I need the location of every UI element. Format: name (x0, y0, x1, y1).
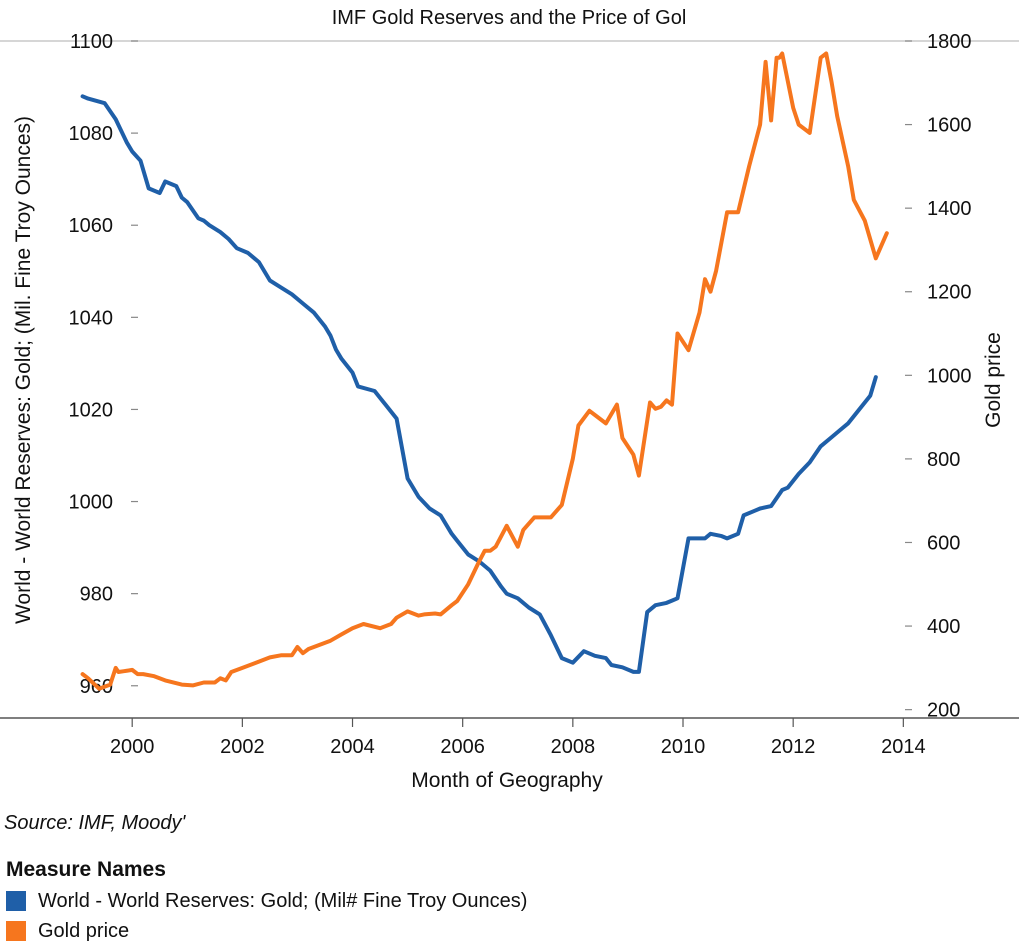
y-right-tick-label: 1600 (927, 115, 972, 137)
legend-item-gold-price[interactable]: Gold price (6, 916, 527, 946)
x-tick-label: 2014 (881, 736, 926, 758)
y-left-tick-label: 1060 (69, 215, 114, 237)
x-tick-label: 2008 (551, 736, 596, 758)
y-right-tick-label: 200 (927, 700, 960, 722)
y-right-tick-label: 800 (927, 449, 960, 471)
x-tick-label: 2010 (661, 736, 706, 758)
y-left-tick-label: 980 (80, 584, 113, 606)
x-tick-label: 2006 (440, 736, 485, 758)
x-tick-label: 2004 (330, 736, 375, 758)
series-line-gold-reserves (80, 94, 878, 674)
chart-title: IMF Gold Reserves and the Price of Gol (332, 7, 687, 29)
y-right-axis-title: Gold price (982, 332, 1005, 428)
x-tick-label: 2002 (220, 736, 265, 758)
legend: Measure Names World - World Reserves: Go… (6, 858, 527, 946)
x-tick-label: 2012 (771, 736, 816, 758)
x-axis-title: Month of Geography (411, 769, 603, 792)
y-right-axis-ticks: 200 400 600 800 1000 1200 1400 1600 1800 (905, 31, 972, 722)
y-right-tick-label: 400 (927, 616, 960, 638)
legend-title: Measure Names (6, 858, 166, 881)
y-right-tick-label: 1000 (927, 365, 972, 387)
y-left-tick-label: 1020 (69, 399, 114, 421)
y-left-tick-label: 1000 (69, 492, 114, 514)
y-right-tick-label: 1400 (927, 198, 972, 220)
legend-swatch-gold-price (6, 921, 26, 941)
legend-label-gold-price: Gold price (38, 919, 130, 942)
y-left-tick-label: 1100 (70, 31, 113, 53)
x-axis-ticks: 2000 2002 2004 2006 2008 2010 2012 2014 (110, 718, 926, 758)
y-left-tick-label: 1080 (69, 123, 114, 145)
legend-swatch-reserves (6, 891, 26, 911)
series-lines (80, 51, 889, 691)
y-left-tick-label: 1040 (69, 307, 114, 329)
y-right-tick-label: 600 (927, 532, 960, 554)
source-note: Source: IMF, Moody' (4, 812, 186, 834)
legend-label-reserves: World - World Reserves: Gold; (Mil# Fine… (38, 889, 528, 912)
legend-item-reserves[interactable]: World - World Reserves: Gold; (Mil# Fine… (6, 886, 527, 916)
x-tick-label: 2000 (110, 736, 155, 758)
y-right-tick-label: 1200 (927, 282, 972, 304)
series-line-gold-price (80, 51, 889, 691)
y-right-tick-label: 1800 (927, 31, 972, 53)
y-left-axis-title: World - World Reserves: Gold; (Mil. Fine… (12, 116, 35, 624)
